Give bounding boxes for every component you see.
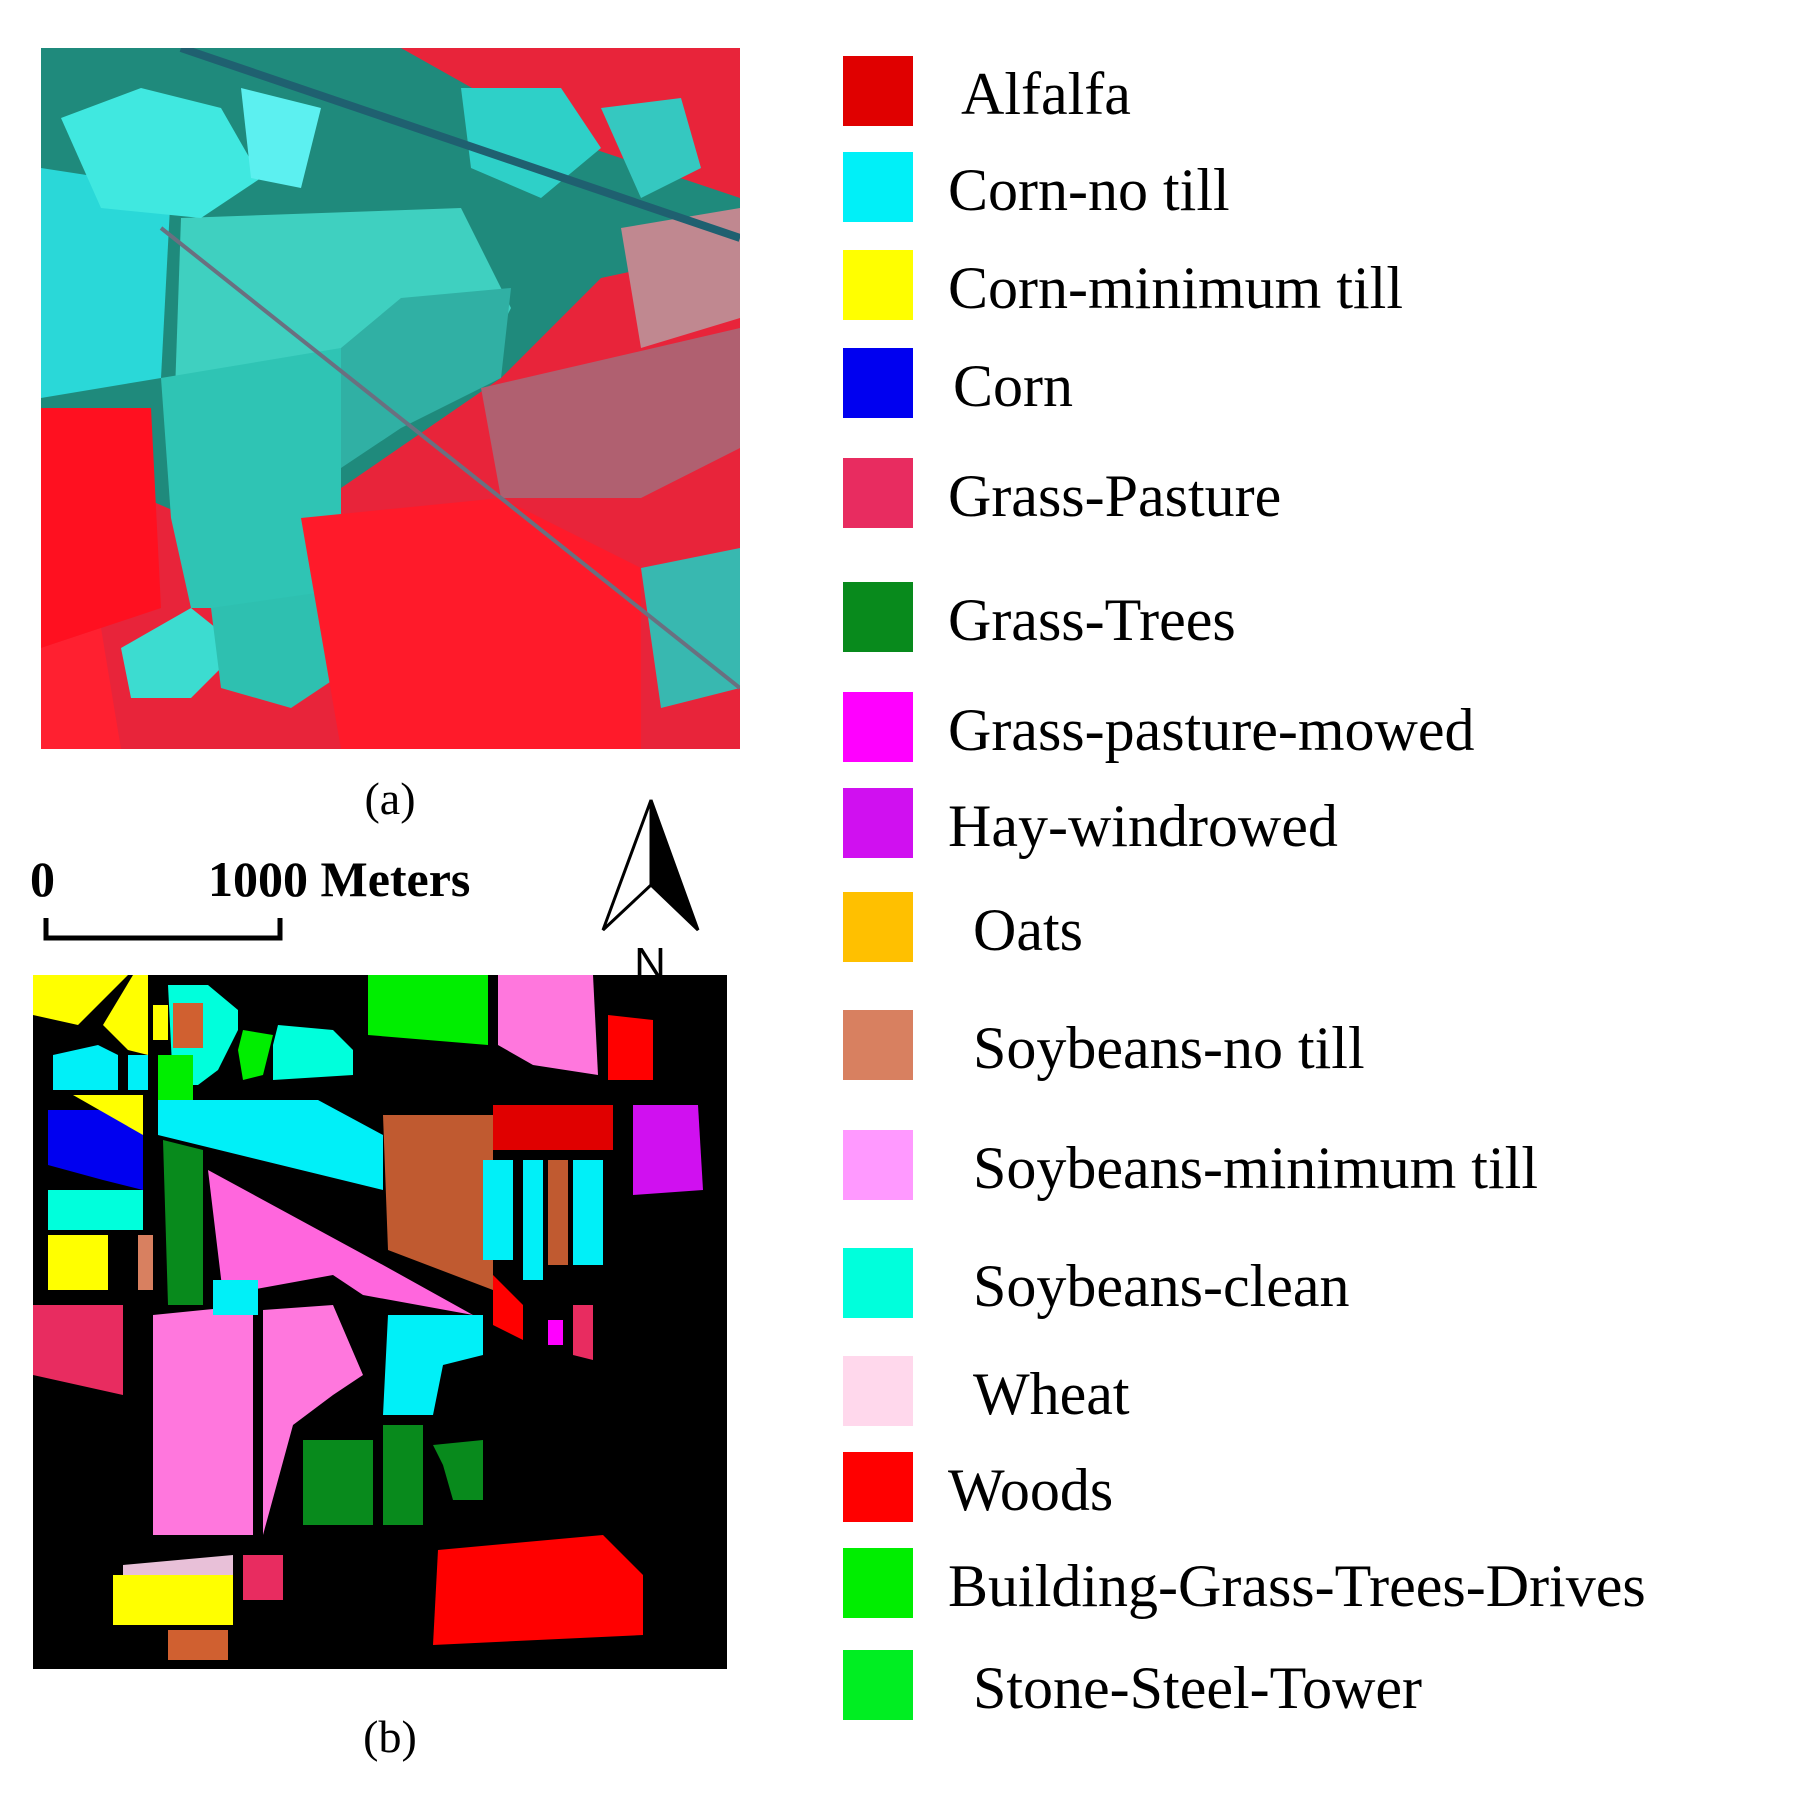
legend-label: Soybeans-clean (973, 1253, 1350, 1319)
legend-swatch (843, 56, 913, 126)
legend-swatch (843, 692, 913, 762)
legend-swatch (843, 788, 913, 858)
scale-distance-label: 1000 Meters (208, 851, 471, 907)
legend-label: Wheat (973, 1361, 1130, 1427)
caption-a: (a) (364, 773, 416, 824)
legend-swatch (843, 1248, 913, 1318)
legend-swatch (843, 250, 913, 320)
legend-swatch (843, 152, 913, 222)
legend-label: Grass-Pasture (948, 463, 1282, 529)
legend-swatch (843, 582, 913, 652)
legend-swatch (843, 1130, 913, 1200)
legend-swatch (843, 1356, 913, 1426)
legend-label: Corn-minimum till (948, 255, 1404, 321)
legend-label: Hay-windrowed (948, 793, 1338, 859)
legend: Alfalfa Corn-no till Corn-minimum till C… (843, 50, 1803, 1730)
legend-swatch (843, 458, 913, 528)
legend-label: Corn (953, 353, 1073, 419)
legend-label: Grass-Trees (948, 587, 1236, 653)
legend-swatch (843, 892, 913, 962)
ground-truth-map (33, 975, 727, 1669)
legend-label: Oats (973, 897, 1083, 963)
legend-swatch (843, 1452, 913, 1522)
legend-label: Woods (948, 1457, 1114, 1523)
legend-swatch (843, 1650, 913, 1720)
legend-swatch (843, 1548, 913, 1618)
legend-label: Soybeans-no till (973, 1015, 1365, 1081)
caption-b: (b) (363, 1711, 417, 1762)
legend-swatch (843, 1010, 913, 1080)
legend-swatch (843, 348, 913, 418)
legend-label: Stone-Steel-Tower (973, 1655, 1423, 1721)
north-arrow-icon: N (601, 799, 700, 985)
scale-zero-label: 0 (30, 851, 55, 907)
legend-label: Soybeans-minimum till (973, 1135, 1538, 1201)
legend-label: Building-Grass-Trees-Drives (948, 1553, 1646, 1619)
false-color-image (41, 48, 740, 749)
scale-bar (43, 918, 283, 941)
legend-label: Grass-pasture-mowed (948, 697, 1475, 763)
legend-label: Alfalfa (961, 61, 1131, 127)
legend-label: Corn-no till (948, 157, 1230, 223)
